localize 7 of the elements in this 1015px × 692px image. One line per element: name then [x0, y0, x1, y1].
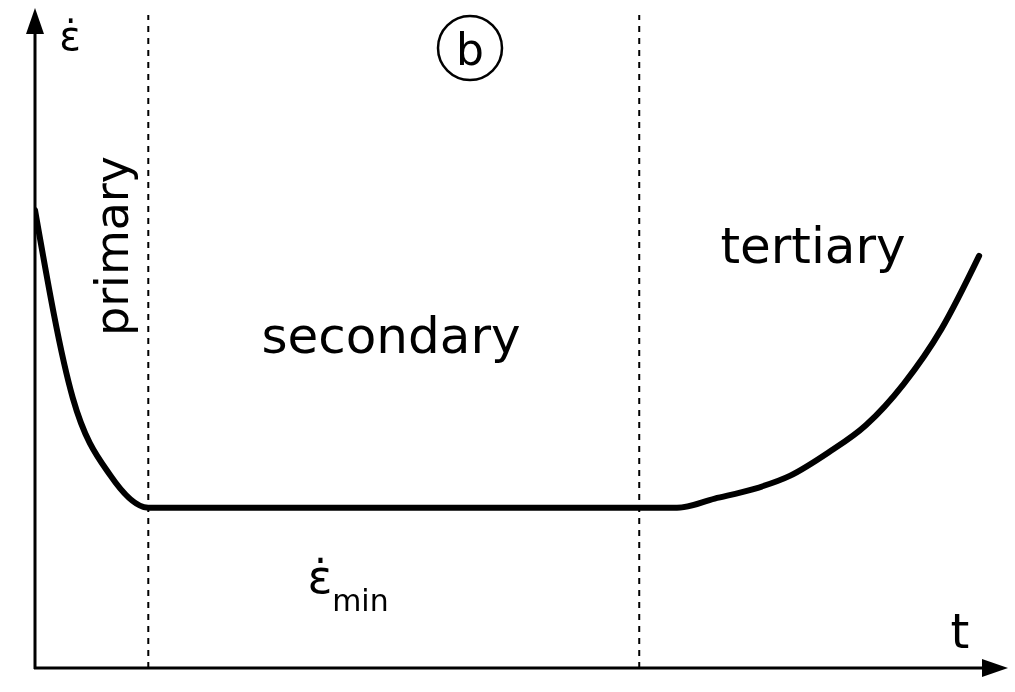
y-axis-title: ε̇ [59, 13, 81, 59]
annotation: secondary [261, 307, 521, 365]
annotation: ε̇$_{min}$ [307, 550, 389, 618]
annotation: tertiary [720, 217, 906, 275]
annotation: primary [85, 155, 139, 337]
chart-title: b [456, 24, 484, 75]
x-axis-title: t [950, 603, 970, 659]
